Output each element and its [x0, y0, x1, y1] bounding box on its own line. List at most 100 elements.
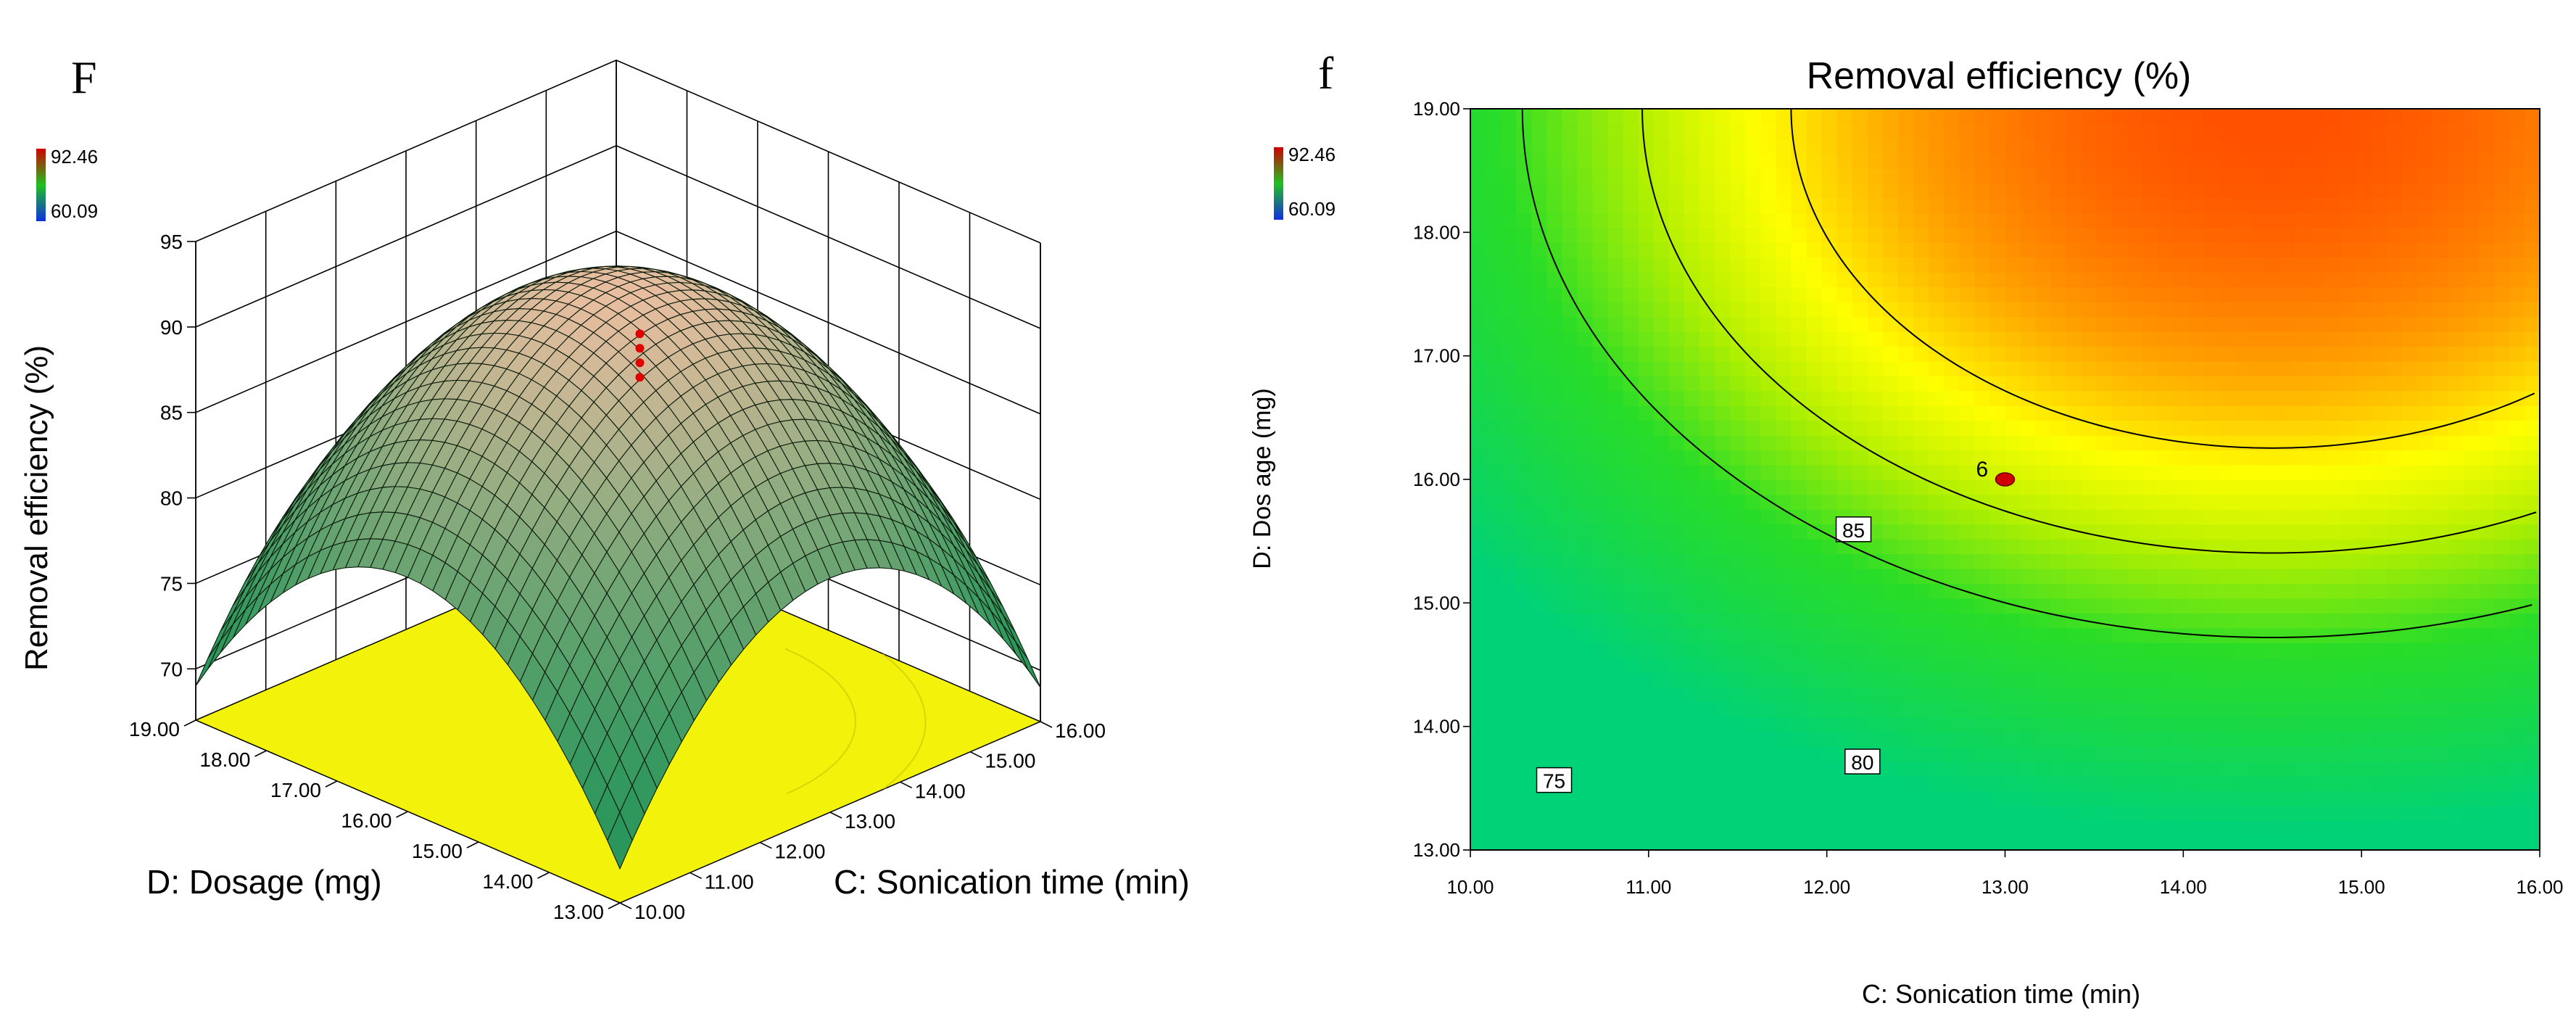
contour-cell — [2219, 450, 2235, 466]
contour-cell — [1684, 450, 1701, 466]
contour-cell — [1929, 820, 1945, 836]
contour-cell — [2417, 434, 2434, 451]
contour-cell — [1592, 123, 1609, 139]
contour-cell — [2524, 701, 2540, 718]
contour-cell — [2020, 183, 2037, 199]
contour-cell — [2035, 553, 2052, 569]
contour-cell — [2035, 420, 2052, 436]
contour-cell — [2493, 168, 2510, 184]
contour-cell — [2295, 494, 2311, 510]
contour-cell — [2249, 568, 2266, 585]
contour-cell — [2432, 153, 2449, 169]
contour-cell — [1684, 820, 1701, 836]
contour-cell — [1989, 197, 2006, 214]
contour-cell — [1913, 553, 1930, 569]
contour-cell — [2188, 331, 2205, 347]
contour-cell — [2493, 538, 2510, 555]
contour-cell — [2387, 820, 2403, 836]
contour-cell — [1806, 271, 1823, 288]
contour-cell — [1898, 835, 1915, 851]
contour-cell — [1882, 109, 1899, 125]
contour-cell — [1592, 346, 1609, 362]
contour-cell — [2478, 627, 2495, 643]
contour-cell — [2112, 212, 2129, 228]
contour-cell — [1776, 183, 1792, 199]
contour-cell — [2081, 271, 2097, 288]
contour-cell — [1852, 731, 1868, 747]
design-point — [635, 344, 645, 353]
contour-cell — [2020, 717, 2037, 732]
contour-cell — [1852, 109, 1868, 125]
contour-cell — [2249, 790, 2266, 806]
contour-cell — [2020, 598, 2037, 614]
contour-cell — [2310, 508, 2327, 525]
contour-cell — [1821, 479, 1838, 495]
contour-cell — [2249, 805, 2266, 822]
contour-cell — [1867, 138, 1884, 154]
contour-cell — [1577, 479, 1594, 495]
contour-cell — [1836, 301, 1853, 318]
contour-cell — [1836, 227, 1853, 243]
contour-cell — [2203, 153, 2220, 169]
contour-cell — [2326, 494, 2343, 510]
contour-cell — [2372, 598, 2388, 614]
contour-cell — [2112, 375, 2129, 392]
contour-cell — [1791, 701, 1807, 718]
contour-cell — [2341, 271, 2358, 288]
contour-cell — [1592, 405, 1609, 421]
contour-cell — [2463, 464, 2480, 480]
contour-cell — [2249, 508, 2266, 525]
contour-cell — [1592, 242, 1609, 258]
contour-cell — [1791, 494, 1807, 510]
contour-cell — [1989, 627, 2006, 643]
contour-cell — [1607, 790, 1624, 806]
contour-cell — [1638, 390, 1654, 406]
contour-cell — [1959, 761, 1976, 777]
contour-cell — [2203, 583, 2220, 599]
contour-cell — [2341, 657, 2358, 673]
contour-cell — [1653, 775, 1670, 792]
contour-cell — [2127, 746, 2144, 762]
contour-cell — [2096, 687, 2113, 703]
contour-cell — [2158, 717, 2174, 732]
contour-cell — [2417, 271, 2434, 288]
contour-cell — [1745, 701, 1762, 718]
contour-cell — [1715, 271, 1731, 288]
contour-cell — [2203, 450, 2220, 466]
contour-cell — [1623, 746, 1639, 762]
contour-cell — [2066, 360, 2082, 376]
contour-cell — [1776, 227, 1792, 243]
contour-cell — [1486, 775, 1502, 792]
contour-cell — [1806, 183, 1823, 199]
contour-cell — [1684, 583, 1701, 599]
contour-cell — [2142, 123, 2159, 139]
contour-cell — [2142, 835, 2159, 851]
contour-cell — [2279, 701, 2296, 718]
contour-cell — [2035, 627, 2052, 643]
contour-cell — [2341, 405, 2358, 421]
contour-cell — [2081, 479, 2097, 495]
contour-cell — [2264, 687, 2281, 703]
contour-cell — [2372, 450, 2388, 466]
contour-cell — [1745, 464, 1762, 480]
contour-cell — [1516, 731, 1533, 747]
contour-cell — [2493, 434, 2510, 451]
contour-cell — [2173, 790, 2190, 806]
contour-cell — [1913, 717, 1930, 732]
contour-cell — [1501, 227, 1517, 243]
contour-cell — [2264, 316, 2281, 332]
contour-cell — [2020, 553, 2037, 569]
contour-cell — [2035, 450, 2052, 466]
contour-cell — [2310, 153, 2327, 169]
contour-cell — [2493, 731, 2510, 747]
contour-cell — [1821, 271, 1838, 288]
contour-cell — [1577, 746, 1594, 762]
contour-cell — [2020, 687, 2037, 703]
contour-cell — [2524, 598, 2540, 614]
contour-cell — [1592, 731, 1609, 747]
contour-cell — [2372, 257, 2388, 273]
contour-cell — [1501, 316, 1517, 332]
contour-cell — [1653, 538, 1670, 555]
contour-cell — [2524, 271, 2540, 288]
contour-cell — [1577, 450, 1594, 466]
